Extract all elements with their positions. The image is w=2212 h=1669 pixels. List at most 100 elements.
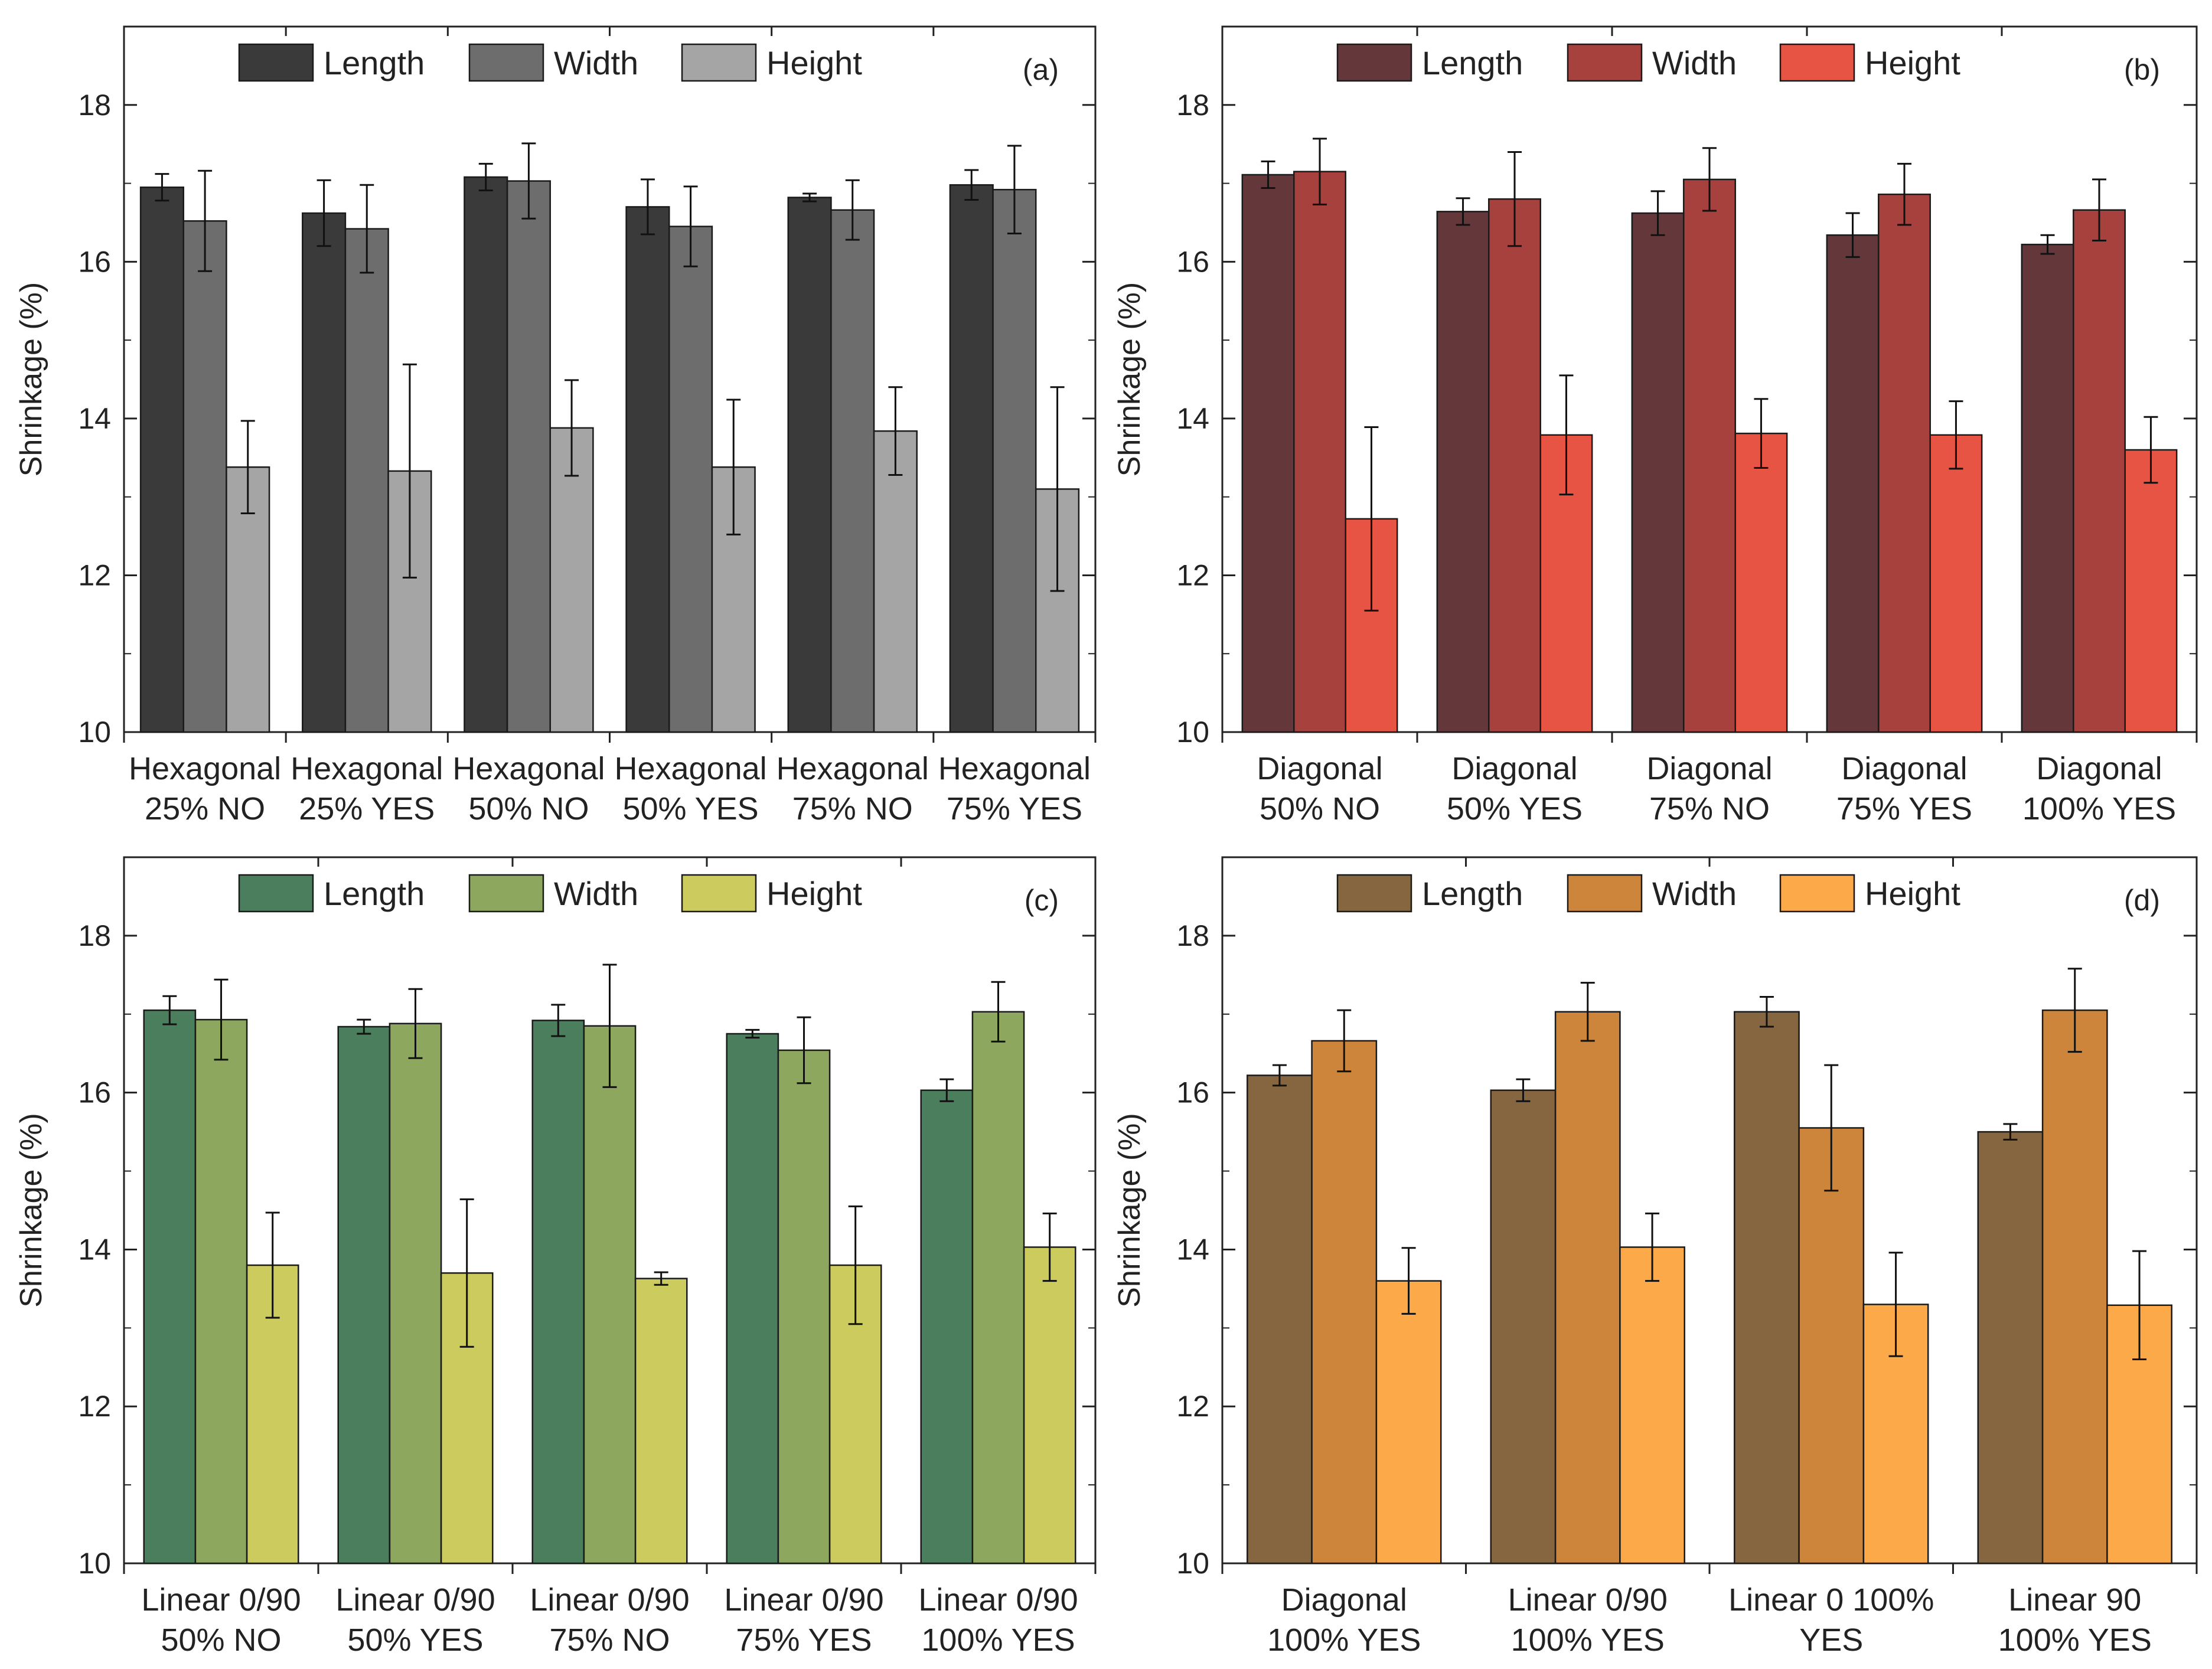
bar-length: [1241, 174, 1295, 733]
y-tick-label: 16: [1176, 245, 1209, 278]
bar-width: [1878, 193, 1931, 733]
bar-width: [506, 180, 551, 733]
x-category-label-line2: 50% YES: [1447, 791, 1583, 827]
legend-swatch-length: [238, 43, 314, 82]
bar-length: [920, 1089, 974, 1565]
y-tick-label: 10: [1176, 1547, 1209, 1580]
x-category-label-line2: YES: [1799, 1622, 1863, 1658]
bar-length: [1734, 1011, 1800, 1565]
x-category-label-line2: 25% NO: [145, 791, 265, 827]
x-category-label-line2: 100% YES: [1511, 1622, 1665, 1658]
y-tick-label: 10: [78, 716, 111, 749]
x-category-label-line2: 75% NO: [1649, 791, 1770, 827]
x-category-label-line1: Diagonal: [1281, 1582, 1407, 1618]
x-category-label-line2: 100% YES: [921, 1622, 1075, 1658]
x-category-label-line1: Linear 0/90: [1508, 1582, 1668, 1618]
y-tick-label: 10: [1176, 716, 1209, 749]
legend-swatch-height: [681, 874, 757, 913]
y-tick-label: 12: [78, 1390, 111, 1423]
x-category-label-line1: Linear 0/90: [141, 1582, 301, 1618]
bar-length: [949, 184, 994, 733]
panel-tag: (d): [2124, 884, 2160, 917]
x-category-label-line1: Linear 0 100%: [1728, 1582, 1934, 1618]
y-tick-label: 18: [1176, 89, 1209, 122]
bar-width: [1683, 178, 1736, 733]
legend-label-width: Width: [1652, 875, 1737, 912]
legend-label-width: Width: [554, 44, 638, 81]
x-category-label-line1: Hexagonal: [452, 751, 605, 786]
x-category-label-line2: 75% YES: [947, 791, 1082, 827]
x-category-label-line2: 50% YES: [622, 791, 758, 827]
legend-label-length: Length: [1422, 44, 1523, 81]
bar-length: [1436, 211, 1490, 733]
legend-swatch-length: [1336, 43, 1412, 82]
y-axis-title: Shrinkage (%): [14, 1113, 48, 1307]
bar-length: [1977, 1131, 2044, 1565]
x-category-label-line1: Linear 0/90: [335, 1582, 495, 1618]
panel-a: 10 12 14 16 18 Shrinkage (%) Hexagonal 25% NO He…: [14, 25, 1097, 827]
x-category-label-line1: Linear 0/90: [918, 1582, 1078, 1618]
y-tick-label: 14: [1176, 1233, 1209, 1266]
y-tick-label: 12: [1176, 1390, 1209, 1423]
legend-swatch-width: [468, 874, 544, 913]
bar-height: [634, 1278, 688, 1565]
legend-swatch-height: [1779, 43, 1855, 82]
y-tick-label: 16: [78, 245, 111, 278]
bar-width: [992, 188, 1037, 733]
bar-height: [1619, 1246, 1685, 1565]
panel-tag: (a): [1023, 53, 1059, 86]
x-category-label-line2: 50% NO: [1260, 791, 1380, 827]
bar-length: [139, 186, 185, 733]
y-axis-title: Shrinkage (%): [1112, 282, 1147, 476]
bar-width: [1488, 198, 1541, 733]
bar-length: [337, 1025, 391, 1565]
bar-length: [1826, 234, 1880, 733]
x-category-label-line2: 50% NO: [161, 1622, 281, 1658]
bar-height: [873, 430, 918, 733]
bar-height: [1375, 1280, 1442, 1565]
bar-height: [1929, 434, 1983, 733]
bar-width: [182, 220, 227, 733]
x-category-label-line2: 100% YES: [1267, 1622, 1421, 1658]
bar-width: [830, 209, 875, 733]
bar-height: [1023, 1246, 1076, 1565]
y-tick-label: 14: [78, 1233, 111, 1266]
x-category-label-line2: 75% NO: [549, 1622, 670, 1658]
bar-width: [389, 1023, 442, 1565]
y-tick-label: 18: [78, 919, 111, 952]
y-tick-label: 16: [78, 1076, 111, 1109]
legend-label-length: Length: [324, 44, 425, 81]
x-category-label-line1: Diagonal: [1257, 751, 1382, 786]
legend-label-length: Length: [1422, 875, 1523, 912]
x-category-label-line1: Diagonal: [1451, 751, 1577, 786]
bar-length: [1490, 1089, 1557, 1565]
x-category-label-line1: Hexagonal: [938, 751, 1091, 786]
x-category-label-line2: 100% YES: [1998, 1622, 2152, 1658]
legend-swatch-length: [238, 874, 314, 913]
y-tick-label: 18: [1176, 919, 1209, 952]
x-category-label-line1: Diagonal: [1841, 751, 1967, 786]
y-axis-title: Shrinkage (%): [1112, 1113, 1147, 1307]
legend-label-height: Height: [1865, 44, 1960, 81]
x-category-label-line1: Linear 0/90: [530, 1582, 689, 1618]
y-tick-label: 10: [78, 1547, 111, 1580]
x-category-label-line2: 100% YES: [2022, 791, 2176, 827]
bar-length: [302, 212, 347, 733]
legend-label-width: Width: [1652, 44, 1737, 81]
bar-width: [344, 228, 389, 733]
bar-width: [194, 1018, 248, 1565]
x-category-label-line1: Linear 90: [2008, 1582, 2141, 1618]
bar-length: [1631, 212, 1685, 733]
x-category-label-line1: Hexagonal: [777, 751, 929, 786]
bar-length: [726, 1033, 779, 1565]
x-category-label-line1: Hexagonal: [291, 751, 443, 786]
y-tick-label: 14: [78, 402, 111, 435]
y-tick-label: 14: [1176, 402, 1209, 435]
legend-swatch-width: [468, 43, 544, 82]
x-category-label-line1: Hexagonal: [129, 751, 281, 786]
panel-d: 10 12 14 16 18 Shrinkage (%) Diagonal 100% YES L…: [1112, 856, 2198, 1658]
bar-width: [1293, 171, 1346, 733]
x-category-label-line1: Diagonal: [2036, 751, 2162, 786]
bar-width: [2073, 209, 2126, 733]
